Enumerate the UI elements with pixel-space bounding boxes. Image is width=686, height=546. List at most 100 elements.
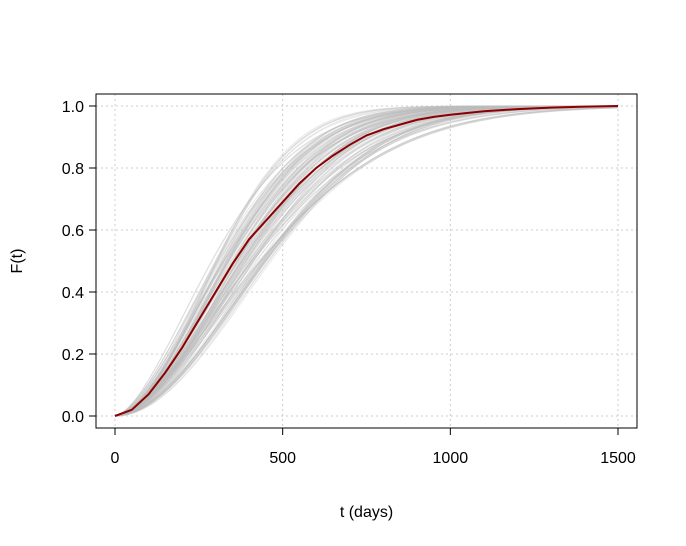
sample-curve	[114, 105, 618, 417]
sample-curve	[114, 105, 618, 417]
sample-curve	[114, 105, 618, 417]
y-tick-label: 0.0	[62, 409, 84, 426]
sample-curve	[114, 105, 619, 417]
sample-curve	[114, 105, 618, 417]
sample-curve	[114, 105, 619, 417]
sample-curve	[114, 105, 618, 417]
sample-curve	[114, 105, 618, 417]
plot-frame	[95, 93, 638, 429]
sample-curve	[114, 105, 618, 417]
sample-curve	[114, 105, 618, 417]
y-axis-title: F(t)	[9, 249, 26, 274]
sample-curve	[114, 106, 619, 417]
sample-curve	[114, 106, 619, 417]
y-tick-label: 1.0	[62, 99, 84, 116]
x-tick-label: 500	[269, 450, 296, 467]
y-tick-label: 0.2	[62, 347, 84, 364]
sample-curve	[114, 105, 618, 417]
sample-curve	[114, 107, 619, 417]
sample-curve	[114, 106, 619, 417]
sample-curve	[114, 105, 618, 417]
grid-lines	[96, 94, 637, 428]
sample-curve	[114, 105, 618, 417]
sample-curve	[114, 106, 619, 417]
x-tick-label: 0	[111, 450, 120, 467]
sample-curve	[114, 105, 619, 417]
sample-curve	[114, 105, 618, 417]
sample-curve	[114, 105, 618, 417]
sample-curve	[114, 105, 619, 417]
sample-curve	[114, 105, 618, 417]
sample-curve	[114, 105, 618, 417]
sample-curve	[114, 105, 618, 417]
sample-curve	[114, 105, 618, 417]
mean-curve-group	[114, 105, 619, 417]
sample-curve	[114, 105, 618, 417]
sample-curve	[114, 105, 618, 417]
sample-curve	[114, 105, 618, 417]
sample-curve	[114, 105, 618, 417]
y-axis: 0.0 0.2 0.4 0.6 0.8 1.0	[62, 99, 96, 426]
sample-curve	[114, 105, 618, 417]
sample-curve	[114, 105, 618, 417]
sample-curve	[114, 105, 618, 417]
sample-curve	[114, 105, 618, 417]
sample-curve	[114, 107, 619, 417]
sample-curves	[114, 105, 619, 417]
sample-curve	[114, 107, 619, 417]
x-tick-label: 1000	[433, 450, 469, 467]
sample-curve	[114, 105, 618, 417]
sample-curve	[114, 105, 618, 417]
sample-curve	[114, 105, 618, 417]
sample-curve	[114, 105, 619, 417]
sample-curve	[114, 105, 618, 417]
sample-curve	[114, 105, 618, 417]
sample-curve	[114, 105, 619, 417]
mean-curve-line	[114, 105, 619, 417]
sample-curve	[114, 105, 618, 417]
sample-curve	[114, 105, 618, 417]
sample-curve	[114, 105, 618, 417]
sample-curve	[114, 105, 618, 417]
sample-curve	[114, 105, 619, 417]
x-axis: 0 500 1000 1500	[111, 428, 636, 467]
sample-curve	[114, 107, 619, 417]
y-tick-label: 0.4	[62, 285, 84, 302]
sample-curve	[114, 105, 618, 417]
sample-curve	[114, 105, 618, 417]
sample-curve	[114, 107, 619, 417]
sample-curve	[114, 105, 618, 417]
sample-curve	[114, 105, 618, 417]
sample-curve	[114, 105, 618, 417]
sample-curve	[114, 105, 618, 417]
sample-curve	[114, 106, 619, 417]
sample-curve	[114, 105, 619, 417]
sample-curve	[114, 105, 618, 417]
x-axis-title: t (days)	[340, 504, 393, 521]
sample-curve	[114, 105, 618, 417]
y-tick-label: 0.6	[62, 223, 84, 240]
sample-curve	[114, 105, 618, 417]
sample-curve	[114, 105, 618, 417]
sample-curve	[114, 105, 618, 417]
sample-curve	[114, 105, 618, 417]
sample-curve	[114, 105, 618, 417]
sample-curve	[114, 105, 618, 417]
sample-curve	[114, 105, 618, 417]
sample-curve	[114, 105, 618, 417]
sample-curve	[114, 105, 618, 417]
sample-curve	[114, 105, 618, 417]
x-tick-label: 1500	[600, 450, 636, 467]
sample-curve	[114, 105, 618, 417]
sample-curve	[114, 105, 618, 417]
y-tick-label: 0.8	[62, 161, 84, 178]
sample-curve	[114, 105, 618, 417]
sample-curve	[114, 105, 619, 417]
sample-curve	[114, 105, 618, 417]
sample-curve	[114, 105, 618, 417]
sample-curve	[114, 105, 618, 417]
sample-curve	[114, 105, 618, 417]
sample-curve	[114, 107, 619, 417]
sample-curve	[114, 105, 618, 417]
